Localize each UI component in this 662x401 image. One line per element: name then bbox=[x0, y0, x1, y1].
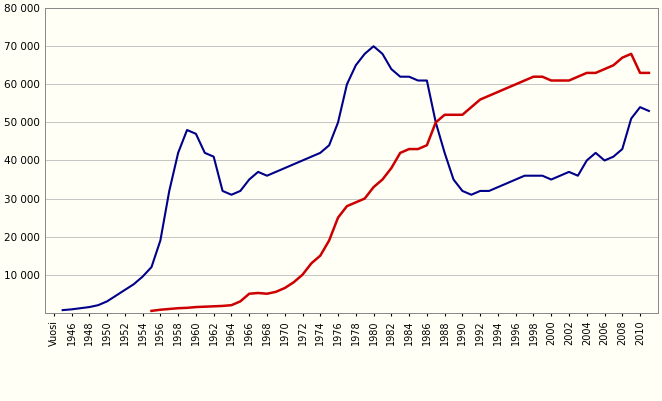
Tarve (tU) bbox=[485, 93, 493, 98]
Tarve (tU) bbox=[645, 71, 653, 75]
Tarve (tU) bbox=[627, 51, 635, 56]
Line: Tuotanto (tU): Tuotanto (tU) bbox=[63, 46, 649, 310]
Tarve (tU) bbox=[174, 306, 182, 311]
Tuotanto (tU) bbox=[130, 282, 138, 287]
Tarve (tU) bbox=[361, 196, 369, 201]
Tarve (tU) bbox=[166, 307, 173, 312]
Tarve (tU) bbox=[148, 308, 156, 313]
Tuotanto (tU) bbox=[645, 109, 653, 113]
Tuotanto (tU) bbox=[299, 158, 307, 163]
Line: Tarve (tU): Tarve (tU) bbox=[152, 54, 649, 311]
Tuotanto (tU) bbox=[369, 44, 377, 49]
Tarve (tU) bbox=[494, 89, 502, 94]
Tuotanto (tU) bbox=[148, 265, 156, 269]
Tarve (tU) bbox=[281, 286, 289, 290]
Tuotanto (tU) bbox=[59, 308, 67, 312]
Tuotanto (tU) bbox=[610, 154, 618, 159]
Tuotanto (tU) bbox=[512, 177, 520, 182]
Tuotanto (tU) bbox=[325, 143, 333, 148]
